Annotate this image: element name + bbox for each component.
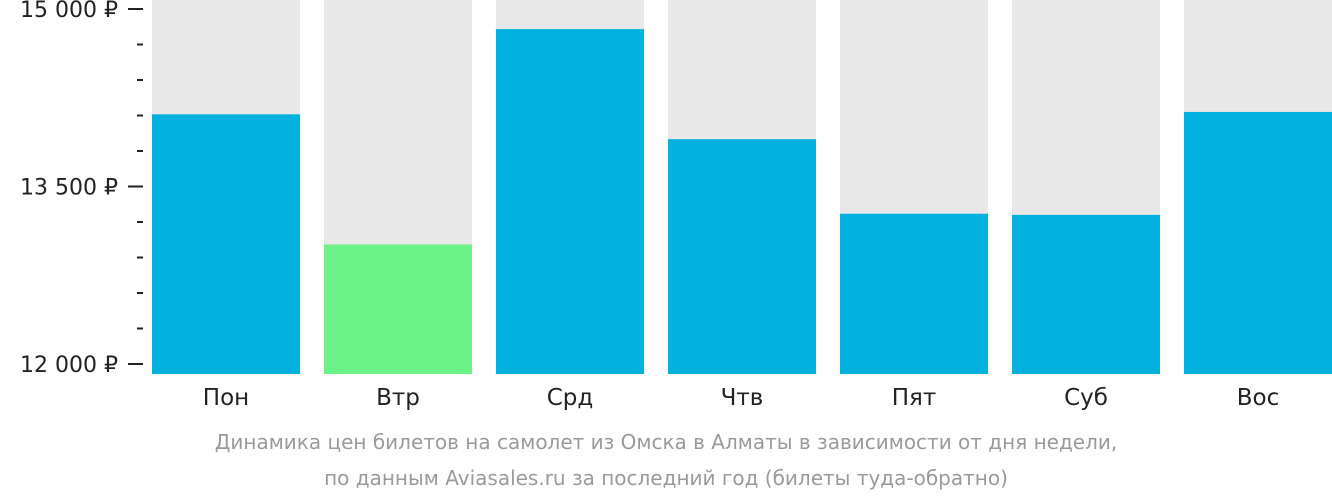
y-tick-label: 15 000 ₽: [20, 0, 118, 23]
x-tick-label: Срд: [547, 385, 594, 411]
x-tick-label: Втр: [376, 385, 420, 411]
chart-caption-line-2: по данным Aviasales.ru за последний год …: [324, 466, 1008, 490]
bar-5: [1012, 214, 1160, 374]
bar-0: [152, 114, 300, 375]
bar-chart: 15 000 ₽ 13 500 ₽ 12 000 ₽ Пон Втр Срд Чтв Пят…: [20, 0, 1332, 411]
x-tick-label: Суб: [1064, 385, 1108, 411]
bar-3: [668, 139, 816, 374]
price-bars: [152, 29, 1332, 375]
x-tick-label: Пят: [892, 385, 937, 411]
y-tick-label: 13 500 ₽: [20, 176, 118, 201]
x-tick-label: Пон: [203, 385, 249, 411]
bar-6: [1184, 111, 1332, 374]
x-tick-label: Чтв: [721, 385, 764, 411]
y-axis: 15 000 ₽ 13 500 ₽ 12 000 ₽: [20, 0, 143, 378]
bar-1: [324, 244, 472, 374]
x-tick-label: Вос: [1237, 385, 1280, 411]
chart-caption-line-1: Динамика цен билетов на самолет из Омска…: [214, 430, 1118, 454]
bar-4: [840, 213, 988, 374]
x-axis: Пон Втр Срд Чтв Пят Суб Вос: [203, 385, 1279, 411]
bar-2: [496, 29, 644, 374]
y-tick-label: 12 000 ₽: [20, 353, 118, 378]
